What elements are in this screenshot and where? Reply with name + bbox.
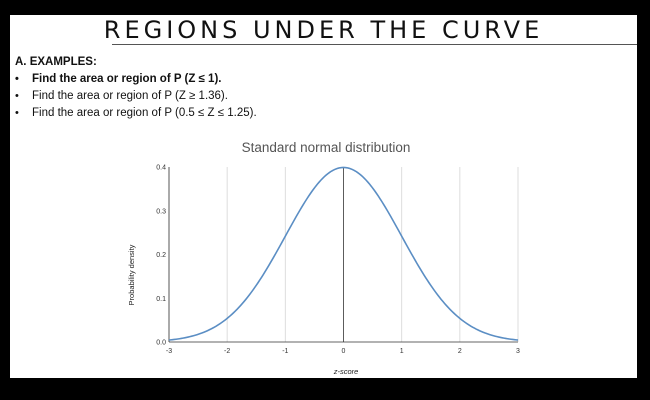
x-tick-2: 2 [458,348,462,355]
example-item-3: • Find the area or region of P (0.5 ≤ Z … [15,105,257,122]
y-tick-0.4: 0.4 [156,165,166,172]
y-tick-0.1: 0.1 [156,296,166,303]
x-tick-0: 0 [342,348,346,355]
curve-layer [168,166,519,341]
normal-distribution-chart: Standard normal distribution -3 -2 -1 0 1 2 3 … [127,140,520,376]
x-tick-1: 1 [400,348,404,355]
x-tick-3: 3 [516,348,520,355]
y-tick-labels: 0.0 0.1 0.2 0.3 0.4 [156,165,166,347]
example-text-1: Find the area or region of P (Z ≤ 1). [32,73,222,85]
title-underline [112,44,637,45]
y-tick-0.2: 0.2 [156,252,166,259]
bullet-icon: • [15,73,19,85]
examples-heading: A. EXAMPLES: [15,56,97,68]
example-text-3: Find the area or region of P (0.5 ≤ Z ≤ … [32,107,257,119]
slide-title: REGIONS UNDER THE CURVE [103,16,544,44]
examples-section: A. EXAMPLES: • Find the area or region o… [15,54,257,122]
x-tick--1: -1 [282,348,288,355]
density-curve [168,166,519,341]
example-item-1: • Find the area or region of P (Z ≤ 1). [15,71,257,88]
y-axis-label: Probability density [127,244,136,305]
x-tick-labels: -3 -2 -1 0 1 2 3 [166,348,520,355]
x-axis-label: z-score [333,367,359,376]
y-tick-0.0: 0.0 [156,340,166,347]
examples-list: • Find the area or region of P (Z ≤ 1). … [15,71,257,122]
x-tick--3: -3 [166,348,172,355]
x-tick--2: -2 [224,348,230,355]
y-tick-0.3: 0.3 [156,208,166,215]
example-item-2: • Find the area or region of P (Z ≥ 1.36… [15,88,257,105]
slide: REGIONS UNDER THE CURVE A. EXAMPLES: • F… [10,15,637,378]
example-text-2: Find the area or region of P (Z ≥ 1.36). [32,90,228,102]
bullet-icon: • [15,90,19,102]
chart-title: Standard normal distribution [242,140,411,155]
bullet-icon: • [15,107,19,119]
chart-axes [168,167,518,343]
